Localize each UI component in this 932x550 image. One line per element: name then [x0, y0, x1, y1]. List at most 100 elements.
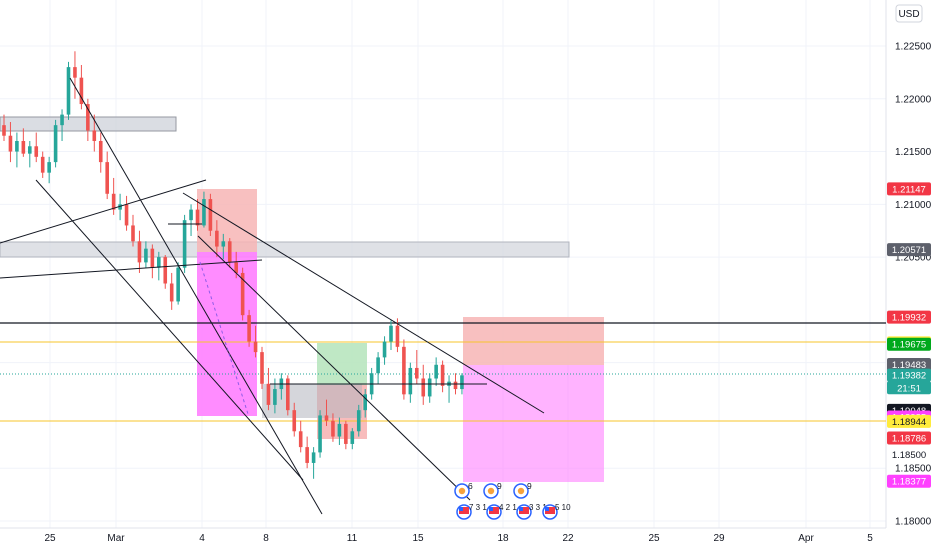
candle-body — [92, 130, 97, 141]
price-label[interactable]: 1.21147 — [887, 182, 931, 196]
candle — [131, 214, 135, 247]
price-label[interactable]: 1.18377 — [887, 474, 931, 488]
candle — [227, 238, 232, 268]
price-label-text: 21:51 — [897, 383, 921, 394]
price-tick[interactable]: 1.18500 — [895, 464, 932, 475]
price-tick[interactable]: 1.22000 — [895, 94, 932, 105]
time-tick[interactable]: 25 — [648, 533, 660, 544]
candle-body — [47, 162, 51, 173]
price-label[interactable]: 21:51 — [887, 381, 931, 395]
time-tick[interactable]: 11 — [347, 533, 358, 544]
candle — [105, 151, 109, 200]
candle-body — [227, 241, 232, 263]
event-marker[interactable]: 9 — [483, 481, 502, 499]
event-flag-label: 5 10 — [555, 503, 571, 512]
flag-canton — [545, 507, 549, 511]
event-flag[interactable]: 5 10 — [542, 503, 571, 520]
price-label-text: 1.18944 — [892, 417, 926, 428]
candle — [189, 204, 193, 236]
candle-body — [124, 204, 129, 226]
time-tick[interactable]: Apr — [798, 533, 814, 544]
price-label-bg — [887, 357, 931, 371]
economic-events[interactable]: 6 9 9 7 3 1 4 2 1 3 3 1 5 10 — [454, 481, 571, 520]
candle-body — [350, 431, 355, 444]
time-tick[interactable]: 29 — [713, 533, 725, 544]
grid-lines — [0, 0, 887, 529]
channel-lower-line — [35, 179, 304, 481]
time-tick[interactable]: 15 — [412, 533, 424, 544]
rising-trendline — [0, 179, 207, 244]
candle — [157, 251, 161, 281]
candle-body — [247, 315, 251, 342]
price-label[interactable]: 1.19483 — [887, 357, 931, 371]
time-tick[interactable]: 18 — [497, 533, 509, 544]
time-tick[interactable]: 25 — [44, 533, 56, 544]
time-tick[interactable]: Mar — [107, 533, 125, 544]
event-marker[interactable]: 6 — [454, 481, 473, 499]
candle — [182, 214, 187, 273]
candle — [15, 132, 19, 168]
event-flag[interactable]: 4 2 1 — [486, 503, 517, 520]
candle-body — [318, 415, 322, 453]
price-label[interactable]: 1.18944 — [887, 414, 931, 428]
time-tick[interactable]: 5 — [867, 533, 873, 544]
long-target-zone — [317, 343, 367, 385]
price-tick[interactable]: 1.18000 — [895, 517, 932, 528]
candle — [408, 362, 413, 403]
candle-body — [305, 447, 309, 463]
event-dot — [517, 487, 525, 495]
time-tick[interactable]: 4 — [199, 533, 205, 544]
event-flag-label: 7 3 1 — [469, 503, 487, 512]
candle — [305, 436, 309, 469]
price-tick[interactable]: 1.21500 — [895, 147, 932, 158]
currency-button[interactable]: USD — [895, 4, 923, 23]
candle-body — [234, 262, 238, 273]
price-label[interactable]: 1.18786 — [887, 431, 931, 445]
candle — [73, 51, 77, 99]
price-axis[interactable]: 1.225001.220001.215001.210001.205001.195… — [887, 42, 932, 528]
event-marker[interactable]: 9 — [513, 481, 532, 499]
price-tick[interactable]: 1.21000 — [895, 200, 932, 211]
candle-body — [8, 135, 13, 152]
candle-body — [286, 378, 290, 411]
time-tick[interactable]: 22 — [562, 533, 574, 544]
price-label[interactable]: 1.19382 — [887, 368, 931, 382]
price-label[interactable]: 1.19675 — [887, 337, 931, 351]
time-tick[interactable]: 8 — [263, 533, 269, 544]
event-count: 9 — [497, 481, 502, 491]
price-label-text: 1.19483 — [892, 360, 926, 371]
candle-body — [337, 423, 342, 437]
price-tick[interactable]: 1.20500 — [895, 253, 932, 264]
event-flag[interactable]: 7 3 1 — [456, 503, 487, 520]
candle-body — [28, 146, 32, 154]
candle — [21, 128, 26, 157]
price-label[interactable]: 1.18500 — [887, 448, 931, 461]
candle-body — [260, 352, 264, 384]
price-label-bg — [887, 182, 931, 196]
candle-body — [298, 431, 303, 448]
candle — [47, 156, 51, 184]
candle-body — [21, 141, 26, 154]
candle — [163, 255, 168, 289]
price-label[interactable]: 1.19932 — [887, 310, 931, 324]
candle-body — [421, 378, 426, 397]
flag-stripe — [459, 507, 469, 514]
event-flag[interactable]: 3 3 1 — [516, 503, 547, 520]
candle-body — [356, 410, 361, 432]
flag-stripe — [519, 507, 529, 514]
candle-body — [273, 389, 277, 405]
price-label[interactable]: 1.20571 — [887, 243, 931, 257]
price-tick[interactable]: 1.22500 — [895, 42, 932, 53]
candle-body — [86, 104, 90, 131]
event-count: 9 — [527, 481, 532, 491]
candle — [8, 122, 13, 163]
candle — [311, 447, 316, 479]
time-axis[interactable]: 25 Mar 4 8 11 15 18 22 25 29 Apr 5 — [44, 533, 873, 544]
candle-body — [34, 146, 39, 157]
candle — [292, 402, 297, 437]
candle-body — [376, 357, 380, 374]
candle-body — [395, 325, 400, 347]
candle-body — [208, 199, 213, 231]
